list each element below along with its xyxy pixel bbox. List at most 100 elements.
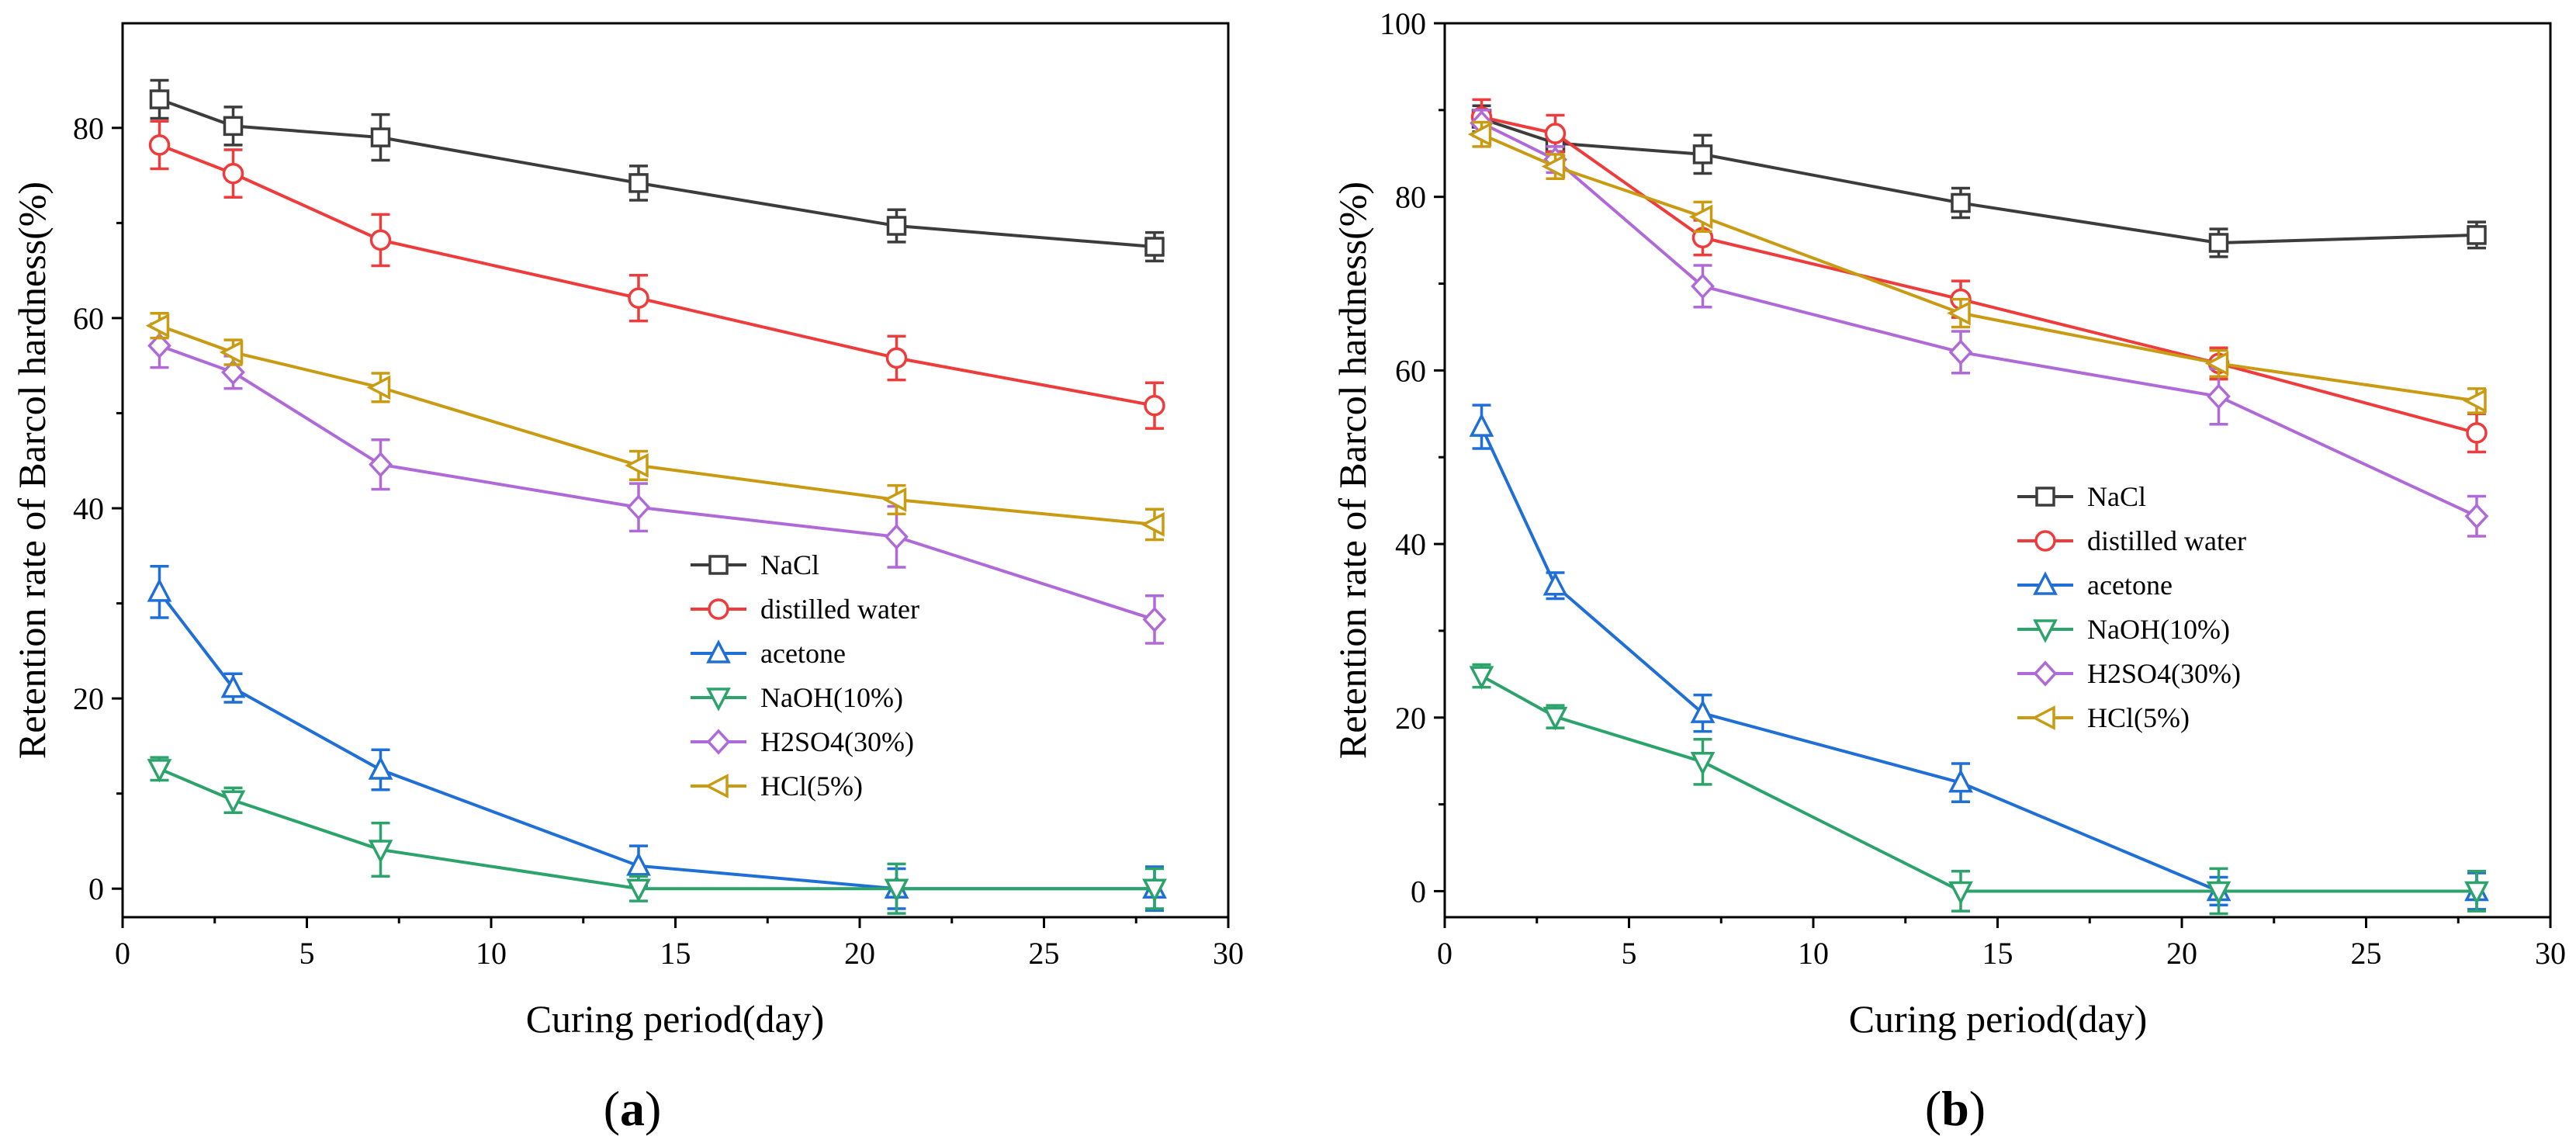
legend-item-hcl-5: HCl(5%) xyxy=(2017,702,2190,733)
data-point xyxy=(149,89,170,109)
data-point xyxy=(1688,204,1713,230)
y-tick-label: 100 xyxy=(1380,6,1426,41)
legend-item-distilled-water: distilled water xyxy=(2017,525,2246,556)
series-line-hcl-5 xyxy=(1480,133,2477,403)
series-acetone xyxy=(1469,404,2489,911)
legend-item-acetone: acetone xyxy=(691,638,846,669)
y-tick-label: 60 xyxy=(73,301,104,336)
data-point xyxy=(2463,388,2487,414)
legend-label: acetone xyxy=(760,638,846,669)
data-point xyxy=(886,216,907,236)
data-point xyxy=(2464,881,2489,906)
data-point xyxy=(885,524,909,550)
data-point xyxy=(626,852,651,876)
legend-marker xyxy=(2033,619,2058,643)
legend-label: HCl(5%) xyxy=(2087,702,2190,733)
legend-marker xyxy=(2033,660,2058,687)
series-line-naoh-10 xyxy=(158,767,1155,891)
legend-item-h2so4-30: H2SO4(30%) xyxy=(2017,658,2241,689)
legend-label: distilled water xyxy=(2087,525,2246,556)
series-nacl xyxy=(149,78,1165,263)
series-line-naoh-10 xyxy=(1480,674,2477,893)
data-point xyxy=(1948,881,1973,906)
series-line-nacl xyxy=(158,98,1155,248)
series-h2so4-30 xyxy=(147,322,1167,645)
series-line-h2so4-30 xyxy=(158,344,1155,622)
x-tick-label: 15 xyxy=(1982,936,2013,971)
legend-item-naoh-10: NaOH(10%) xyxy=(691,682,903,713)
data-point xyxy=(1948,768,1973,793)
legend-label: NaOH(10%) xyxy=(760,682,903,713)
chart-panel-b: 0 5 10 15 20 25 30 0 20 40 60 80 100 NaCl distilled w… xyxy=(1331,6,2566,1136)
data-point xyxy=(148,134,171,156)
data-point xyxy=(2464,503,2489,529)
series-naoh-10 xyxy=(1469,663,2489,916)
y-tick-label: 0 xyxy=(88,871,104,906)
series-line-h2so4-30 xyxy=(1480,121,2477,518)
data-point xyxy=(366,375,391,400)
data-point xyxy=(147,332,171,359)
y-axis-title: Retention rate of Barcol hardness(%) xyxy=(1331,182,1374,759)
y-tick-label: 0 xyxy=(1411,874,1426,909)
x-tick-label: 30 xyxy=(1213,936,1244,971)
data-point xyxy=(222,162,244,185)
data-point xyxy=(2204,351,2229,376)
data-point xyxy=(625,452,649,478)
x-tick-label: 15 xyxy=(660,936,691,971)
legend-marker xyxy=(2031,705,2055,730)
data-point xyxy=(1948,339,1973,365)
data-point xyxy=(1544,123,1567,144)
data-point xyxy=(147,759,172,783)
data-point xyxy=(1142,878,1167,903)
y-tick-label: 20 xyxy=(1395,701,1426,736)
x-tick-label: 10 xyxy=(1798,936,1829,971)
series-naoh-10 xyxy=(147,756,1167,915)
x-tick-label: 5 xyxy=(1622,936,1637,971)
data-point xyxy=(220,790,246,815)
data-point xyxy=(628,287,649,309)
legend-item-hcl-5: HCl(5%) xyxy=(691,771,863,802)
x-tick-label: 0 xyxy=(1437,936,1452,971)
panel-label-b: (b) xyxy=(1925,1081,1986,1136)
data-point xyxy=(882,487,907,512)
legend-marker xyxy=(705,774,729,798)
data-point xyxy=(220,674,246,698)
legend-label: NaCl xyxy=(2087,481,2146,512)
plot-frame xyxy=(1443,22,2552,919)
data-point xyxy=(147,578,172,602)
legend-label: HCl(5%) xyxy=(760,771,863,802)
legend-item-distilled-water: distilled water xyxy=(691,594,919,625)
data-point xyxy=(1947,300,1971,326)
y-tick-label: 60 xyxy=(1395,353,1426,388)
data-point xyxy=(1951,192,1971,213)
x-axis-title: Curing period(day) xyxy=(1849,997,2148,1041)
series-line-hcl-5 xyxy=(158,324,1155,526)
data-point xyxy=(368,756,393,780)
legend-marker xyxy=(706,639,731,663)
data-point xyxy=(219,340,244,365)
series-distilled-water xyxy=(1470,98,2488,454)
x-tick-label: 20 xyxy=(2166,936,2197,971)
legend-item-naoh-10: NaOH(10%) xyxy=(2017,614,2230,645)
legend-label: distilled water xyxy=(760,594,919,625)
data-point xyxy=(1142,606,1167,632)
data-point xyxy=(1141,511,1165,537)
data-point xyxy=(626,494,651,521)
legend-marker xyxy=(2034,530,2056,552)
legend-marker xyxy=(706,729,731,755)
data-point xyxy=(1692,144,1713,165)
data-point xyxy=(1690,752,1716,776)
data-point xyxy=(2466,422,2488,444)
data-point xyxy=(145,313,170,338)
legend-label: NaOH(10%) xyxy=(2087,614,2230,645)
data-point xyxy=(1542,571,1568,596)
series-line-acetone xyxy=(158,591,1155,891)
legend-item-acetone: acetone xyxy=(2017,570,2173,601)
data-point xyxy=(628,173,649,193)
legend-marker xyxy=(2035,487,2055,507)
chart-panel-a: 0 5 10 15 20 25 30 0 20 40 60 80 NaCl distilled wate… xyxy=(10,22,1244,1136)
data-point xyxy=(884,878,909,903)
series-acetone xyxy=(147,565,1167,913)
data-point xyxy=(2207,383,2231,410)
